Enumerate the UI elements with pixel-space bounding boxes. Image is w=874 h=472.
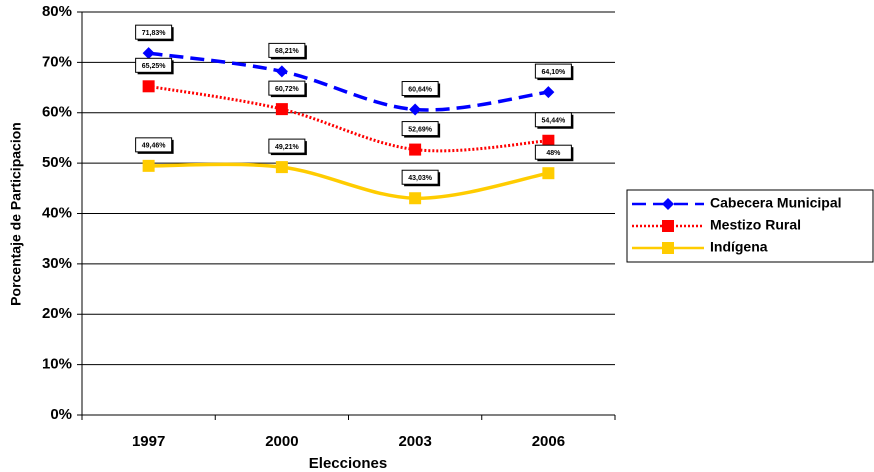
y-tick-label: 10% — [42, 356, 72, 373]
series-line — [148, 162, 549, 200]
data-point — [542, 86, 555, 99]
legend-label: Indígena — [710, 239, 768, 255]
data-point — [275, 65, 288, 78]
data-label: 64,10% — [542, 69, 567, 76]
data-label-box — [401, 169, 439, 185]
data-label-box — [534, 112, 572, 128]
legend-marker — [662, 220, 674, 232]
data-point — [275, 161, 288, 174]
legend-marker — [662, 242, 674, 254]
legend-label: Cabecera Municipal — [710, 195, 842, 211]
data-point — [409, 192, 422, 205]
data-label-box — [534, 63, 572, 79]
data-label: 43,03% — [408, 175, 433, 182]
y-tick-label: 70% — [42, 53, 72, 70]
data-point — [542, 134, 555, 147]
data-point — [142, 47, 155, 60]
data-label: 49,46% — [142, 143, 167, 150]
legend-marker — [662, 198, 674, 210]
data-label: 71,83% — [142, 30, 167, 37]
data-point — [409, 103, 422, 116]
x-tick-label: 2003 — [398, 433, 431, 450]
data-label-box — [534, 144, 572, 160]
series-line — [148, 84, 549, 153]
data-point — [275, 103, 288, 116]
data-label: 52,69% — [408, 126, 433, 133]
y-tick-label: 60% — [42, 104, 72, 121]
y-tick-label: 0% — [50, 406, 72, 423]
data-label: 48% — [546, 150, 561, 157]
data-label-box — [135, 57, 173, 73]
data-point — [409, 143, 422, 156]
y-tick-label: 40% — [42, 204, 72, 221]
data-label: 65,25% — [142, 63, 167, 70]
x-tick-label: 2000 — [265, 433, 298, 450]
data-label: 60,64% — [408, 86, 433, 93]
data-point — [142, 159, 155, 172]
data-label-box — [268, 80, 306, 96]
data-label-box — [401, 81, 439, 97]
data-label: 54,44% — [542, 118, 567, 125]
legend-label: Mestizo Rural — [710, 217, 801, 233]
y-axis-title: Porcentaje de Participacion — [8, 122, 24, 306]
data-label: 60,72% — [275, 86, 300, 93]
data-point — [542, 167, 555, 180]
data-label-box — [268, 138, 306, 154]
data-label-box — [135, 24, 173, 40]
data-label-box — [401, 121, 439, 137]
y-tick-label: 80% — [42, 3, 72, 20]
data-label-box — [268, 42, 306, 58]
x-tick-label: 2006 — [532, 433, 565, 450]
data-label-box — [135, 137, 173, 153]
y-tick-label: 30% — [42, 255, 72, 272]
x-axis-title: Elecciones — [309, 455, 387, 472]
x-tick-label: 1997 — [132, 433, 165, 450]
series-line — [148, 51, 549, 112]
y-tick-label: 50% — [42, 154, 72, 171]
data-label: 49,21% — [275, 144, 300, 151]
data-label: 68,21% — [275, 48, 300, 55]
data-point — [142, 80, 155, 93]
y-tick-label: 20% — [42, 305, 72, 322]
